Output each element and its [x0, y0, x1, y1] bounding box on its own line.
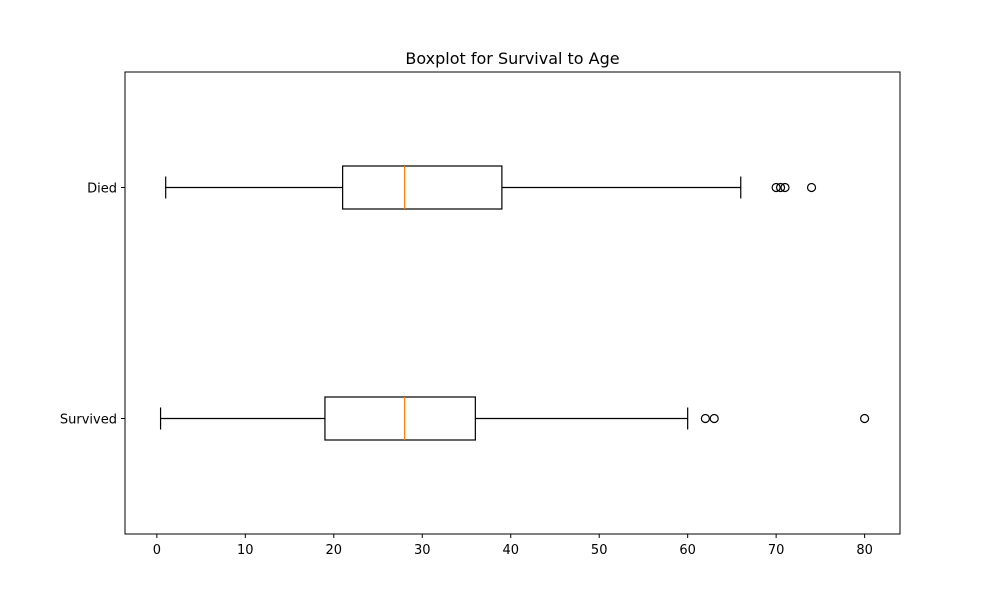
- box-group-survived: [159, 396, 870, 441]
- plot-frame: [124, 71, 901, 535]
- x-tick-label: 0: [153, 543, 161, 558]
- plot-area: [159, 165, 870, 441]
- outlier-point: [775, 182, 786, 193]
- iqr-box: [342, 165, 503, 210]
- outlier-point: [780, 182, 790, 193]
- outlier-point: [771, 182, 781, 193]
- y-tick-label: Survived: [60, 413, 117, 428]
- x-tick-label: 50: [591, 543, 608, 558]
- x-tick-label: 20: [326, 543, 343, 558]
- x-tick-label: 70: [768, 543, 785, 558]
- x-tick-label: 60: [679, 543, 696, 558]
- outlier-point: [700, 413, 710, 424]
- outlier-point: [806, 182, 817, 193]
- iqr-box: [324, 396, 476, 441]
- x-tick-label: 80: [856, 543, 873, 558]
- x-tick-label: 40: [502, 543, 519, 558]
- x-axis: 0 10 20 30 40 50 60 70 80: [153, 534, 873, 558]
- box-group-died: [165, 165, 817, 210]
- x-tick-label: 10: [237, 543, 254, 558]
- outlier-point: [860, 413, 870, 424]
- y-tick-label: Died: [87, 182, 117, 197]
- chart-title: Boxplot for Survival to Age: [405, 49, 619, 68]
- x-tick-label: 30: [414, 543, 431, 558]
- outlier-point: [709, 413, 719, 424]
- y-axis: Survived Died: [60, 182, 125, 428]
